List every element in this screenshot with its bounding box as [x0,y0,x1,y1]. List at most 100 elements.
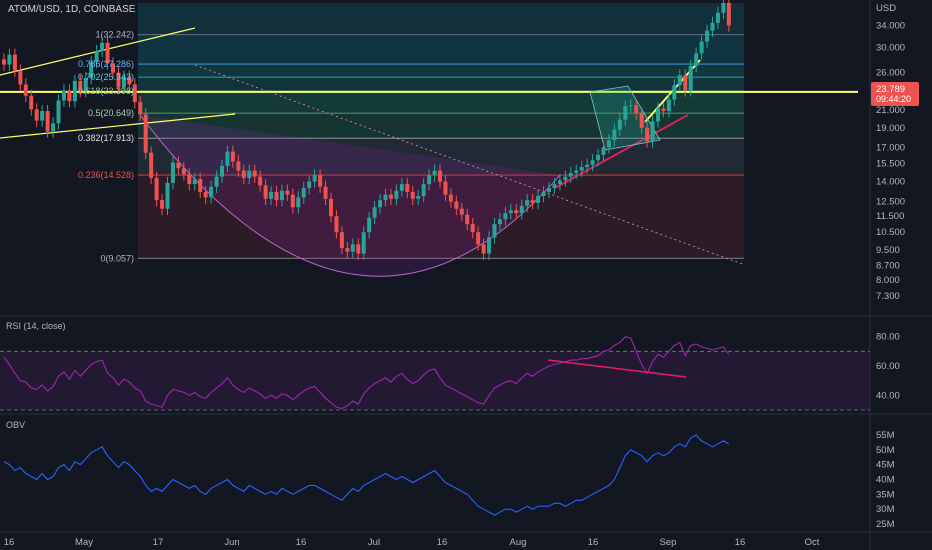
candle-up [301,181,306,204]
candle-down [448,188,453,208]
price-tick-label: 8.700 [876,260,900,271]
candle-up [192,173,197,191]
fib-zone-extension [138,3,744,35]
candle-up [312,169,317,188]
candle-up [61,84,66,107]
candle-body [530,200,535,203]
candle-up [601,141,606,162]
candle-body [481,244,486,254]
rsi-tick-label: 80.00 [876,332,900,343]
candle-up [51,117,56,138]
candle-up [296,191,301,214]
rsi-band [0,351,870,410]
candle-down [405,178,410,199]
candle-body [443,181,448,195]
candle-body [388,194,393,199]
candle-up [579,161,584,177]
candle-down [339,226,344,255]
candle-body [83,78,88,92]
obv-pane[interactable] [3,434,730,516]
candle-up [503,207,508,226]
price-tick-label: 7.300 [876,291,900,302]
currency-label: USD [876,3,896,14]
candle-body [547,187,551,192]
candle-up [606,134,611,154]
rsi-pane[interactable] [0,336,870,411]
candle-down [143,108,148,159]
candle-body [143,114,148,153]
candlestick-series[interactable] [2,0,731,260]
candle-body [378,200,383,208]
candle-up [585,158,590,174]
candle-down [530,194,535,210]
price-tick-label: 9.500 [876,245,900,256]
obv-line [3,434,730,516]
candle-body [356,244,361,254]
time-axis[interactable]: 16 May 17 Jun 16 Jul 16 Aug 16 Sep 16 Oct [4,537,820,548]
candle-up [563,170,568,187]
fib-level-label: 0.382(17.913) [78,133,134,143]
candle-body [416,195,421,199]
candle-body [410,191,415,199]
candle-down [465,208,470,231]
candle-body [683,75,688,91]
candle-body [383,194,388,201]
candle-up [121,70,126,94]
candle-down [323,180,328,206]
candle-up [89,56,94,85]
candle-body [94,50,99,63]
candle-body [116,72,121,88]
rsi-pane-title[interactable]: RSI (14, close) [6,321,66,331]
obv-pane-title[interactable]: OBV [6,420,25,430]
candle-down [438,164,442,188]
candle-body [269,191,274,199]
candle-body [585,164,590,168]
candle-down [514,204,519,220]
candle-body [405,184,410,192]
candle-up [399,178,404,197]
price-tick-label: 10.500 [876,227,905,238]
candle-body [301,187,306,198]
candle-body [225,151,230,166]
candle-up [710,16,715,37]
candle-body [421,184,426,196]
candle-up [367,211,372,239]
obv-tick-label: 25M [876,519,895,530]
candle-body [579,167,584,171]
candle-up [350,238,355,259]
candle-body [688,65,693,91]
symbol-title[interactable]: ATOM/USD, 1D, COINBASE [8,4,136,15]
candle-body [40,111,45,121]
candle-body [307,181,312,188]
fib-zone [138,175,744,259]
candle-body [666,99,671,112]
candle-down [230,145,235,168]
rsi-line [3,336,730,410]
candle-body [89,62,94,79]
candle-body [672,85,677,100]
candle-down [274,185,279,207]
candle-up [666,93,671,118]
candle-body [100,42,105,51]
fib-zone [138,77,744,92]
candle-up [688,59,693,97]
candle-up [519,199,524,220]
candle-body [34,109,39,121]
candle-down [356,238,361,260]
time-tick-label: 17 [153,537,164,548]
candle-down [470,217,475,239]
candle-down [334,210,339,239]
price-axis[interactable]: 7.300 8.000 8.700 9.500 10.500 11.500 12.500 14… [876,20,905,302]
candle-body [399,184,404,191]
obv-tick-label: 40M [876,474,895,485]
candle-up [165,176,170,216]
fib-labels: 1(32.242) 0.786(27.286) 0.702(25.343) 0.618… [78,30,134,264]
candle-down [45,104,50,138]
fib-level-label: 0.5(20.649) [88,108,134,118]
candle-up [40,104,45,127]
candle-down [23,78,28,102]
candle-body [121,76,126,88]
candle-down [459,202,464,221]
candle-body [552,184,557,188]
